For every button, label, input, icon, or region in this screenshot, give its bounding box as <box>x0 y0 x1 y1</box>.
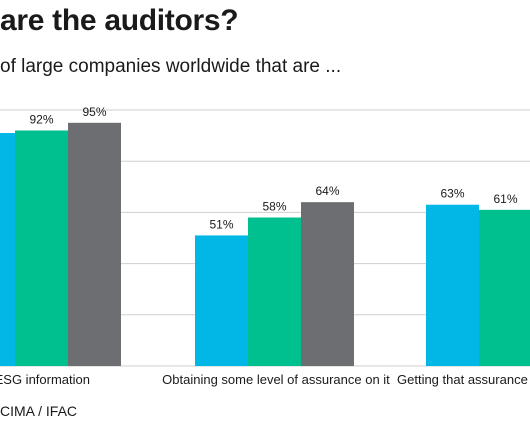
source-note: CIMA / IFAC <box>0 403 78 419</box>
category-label: orting ESG information <box>0 372 90 387</box>
bar <box>479 209 530 366</box>
bar <box>0 133 15 366</box>
bar <box>248 217 301 366</box>
bar <box>68 122 121 366</box>
bar <box>15 130 68 366</box>
data-label: 95% <box>82 105 106 119</box>
data-label: 58% <box>262 200 286 214</box>
category-label: Getting that assurance fr <box>397 372 530 387</box>
chart-subtitle: of large companies worldwide that are ..… <box>0 56 342 77</box>
data-label: 92% <box>29 112 53 126</box>
data-label: 63% <box>440 187 464 201</box>
category-label: Obtaining some level of assurance on it <box>162 372 390 387</box>
bar <box>301 202 354 366</box>
data-label: 61% <box>493 192 517 206</box>
data-label: 51% <box>209 217 233 231</box>
data-label: 64% <box>315 184 339 198</box>
bar <box>426 204 479 366</box>
bar <box>195 235 248 366</box>
chart-title: are the auditors? <box>0 4 239 37</box>
